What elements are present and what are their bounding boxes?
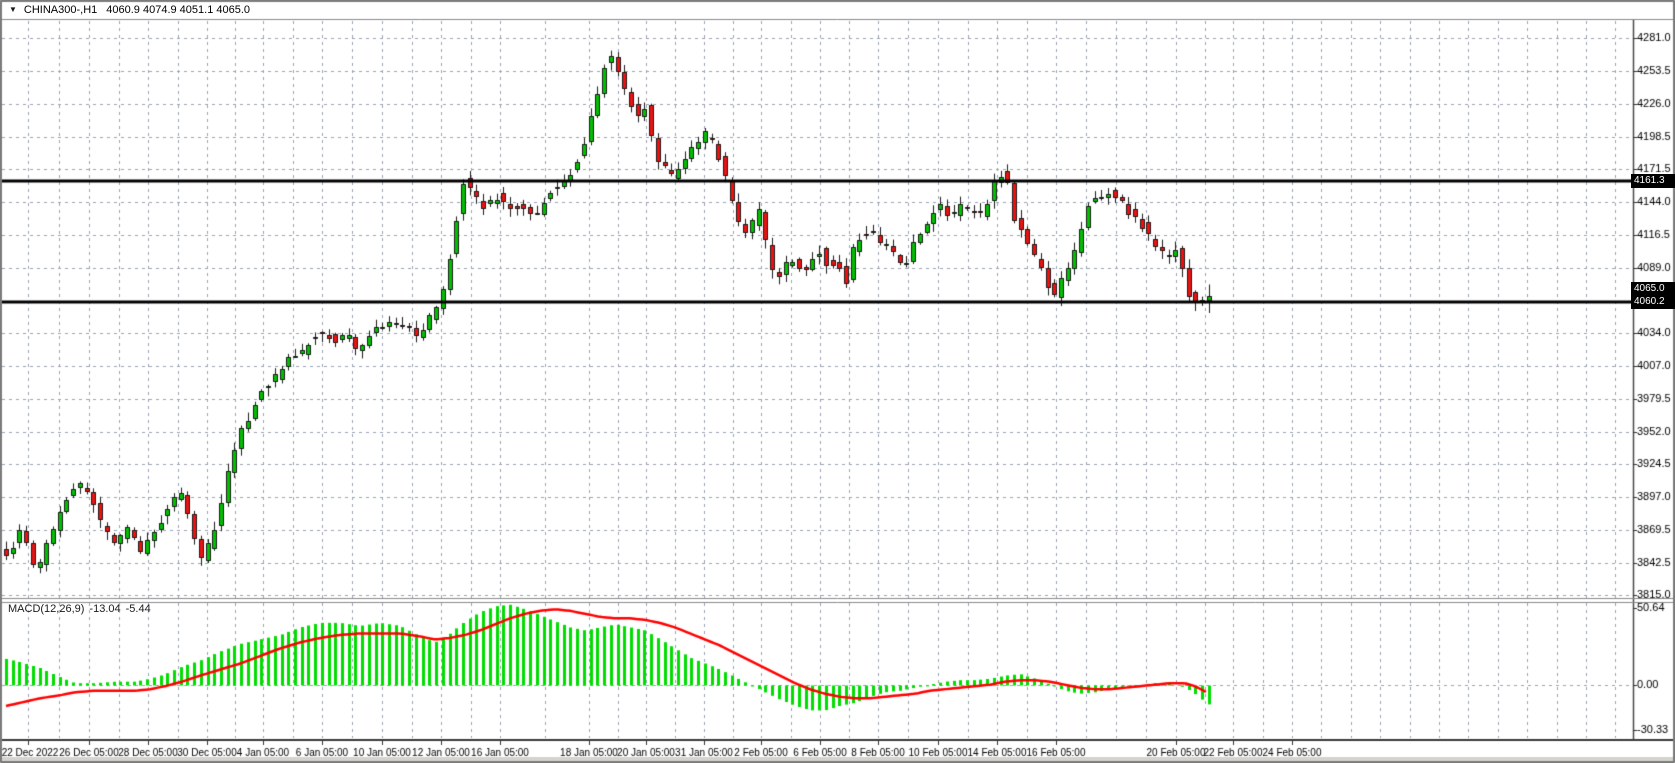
macd-signal-value: -5.44 (125, 603, 151, 615)
support-line-price-tag: 4060.2 (1631, 295, 1675, 309)
symbol-dropdown-icon[interactable]: ▼ (9, 4, 17, 14)
macd-main-value: -13.04 (89, 603, 121, 615)
resistance-line-price-tag: 4161.3 (1631, 174, 1675, 188)
chart-title-bar: ▼ CHINA300-,H1 4060.9 4074.9 4051.1 4065… (0, 0, 1675, 19)
current-price-tag: 4065.0 (1631, 282, 1675, 296)
ohlc-values-label: 4060.9 4074.9 4051.1 4065.0 (106, 3, 251, 16)
macd-indicator-label: MACD(12,26,9) -13.04 -5.44 (8, 603, 151, 615)
symbol-period-label: CHINA300-,H1 (23, 3, 98, 16)
macd-name: MACD(12,26,9) (8, 603, 85, 615)
